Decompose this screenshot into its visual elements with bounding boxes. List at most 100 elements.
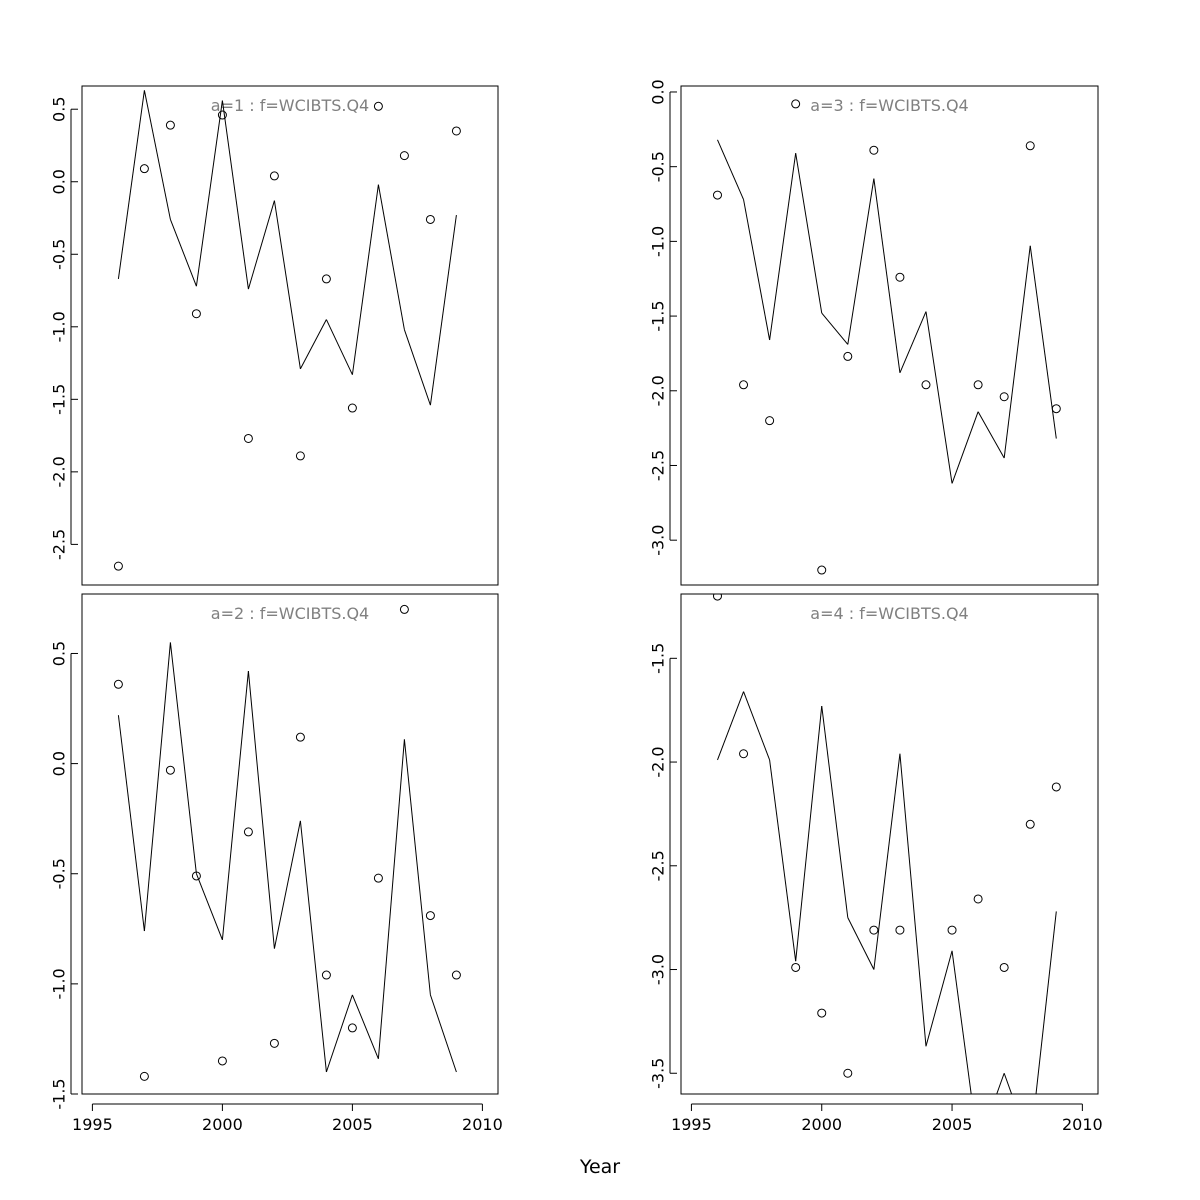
series-line-segment bbox=[847, 178, 875, 345]
panel-4: a=4 : f=WCIBTS.Q4 -1.5 -2.0 -2.5 -3.0 -3.5 199… bbox=[649, 593, 1103, 1134]
y-tick-label: -2.0 bbox=[649, 375, 668, 406]
series-line-segment bbox=[1035, 911, 1057, 1094]
series-line-segment bbox=[1029, 245, 1057, 439]
y-tick-label: -1.0 bbox=[50, 311, 69, 342]
data-point bbox=[895, 272, 905, 282]
data-point bbox=[817, 565, 827, 575]
data-point bbox=[712, 190, 722, 200]
plot-area bbox=[712, 99, 1061, 575]
series-line-segment bbox=[743, 691, 771, 761]
x-tick-label: 2000 bbox=[801, 1115, 842, 1134]
x-tick-label: 2010 bbox=[1062, 1115, 1103, 1134]
data-point bbox=[347, 403, 357, 413]
x-tick-label: 2005 bbox=[332, 1115, 373, 1134]
data-point bbox=[1051, 404, 1061, 414]
series-line-segment bbox=[977, 411, 1005, 459]
data-point bbox=[999, 962, 1009, 972]
series-line-segment bbox=[403, 739, 431, 995]
y-tick-label: -1.5 bbox=[50, 384, 69, 415]
y-tick-label: -3.5 bbox=[649, 1058, 668, 1089]
x-tick-label: 1995 bbox=[72, 1115, 113, 1134]
series-line-segment bbox=[925, 950, 953, 1047]
series-line-segment bbox=[325, 994, 353, 1073]
y-tick-label: 0.5 bbox=[50, 641, 69, 666]
series-line-segment bbox=[195, 100, 223, 287]
series-line-segment bbox=[769, 153, 797, 341]
data-point bbox=[113, 561, 123, 571]
plot-frame bbox=[81, 593, 499, 1095]
series-line-segment bbox=[195, 873, 223, 940]
y-tick-label: -3.0 bbox=[649, 525, 668, 556]
series-line-segment bbox=[429, 994, 457, 1073]
y-tick-label: -2.0 bbox=[50, 456, 69, 487]
series-line-segment bbox=[247, 200, 275, 290]
y-tick-label: -3.0 bbox=[649, 954, 668, 985]
data-point bbox=[295, 732, 305, 742]
series-line-segment bbox=[873, 753, 901, 970]
series-line-segment bbox=[377, 184, 405, 330]
series-line-segment bbox=[403, 329, 431, 406]
data-point bbox=[843, 1068, 853, 1078]
data-point bbox=[191, 871, 201, 881]
x-axis-label: Year bbox=[579, 1156, 620, 1178]
data-point bbox=[425, 214, 435, 224]
series-line-segment bbox=[925, 311, 953, 484]
data-point bbox=[895, 925, 905, 935]
series-line-segment bbox=[769, 759, 797, 962]
data-point bbox=[243, 827, 253, 837]
y-tick-label: -1.0 bbox=[50, 968, 69, 999]
data-point bbox=[765, 416, 775, 426]
data-point bbox=[217, 110, 227, 120]
data-point bbox=[139, 164, 149, 174]
data-point bbox=[191, 309, 201, 319]
series-line-segment bbox=[899, 753, 927, 1047]
data-point bbox=[373, 873, 383, 883]
data-point bbox=[869, 145, 879, 155]
data-point bbox=[791, 962, 801, 972]
y-tick-label: -2.0 bbox=[649, 746, 668, 777]
data-point bbox=[921, 380, 931, 390]
panel-title: a=2 : f=WCIBTS.Q4 bbox=[211, 604, 369, 623]
data-point bbox=[399, 604, 409, 614]
y-tick-label: 0.0 bbox=[50, 169, 69, 194]
data-point bbox=[165, 120, 175, 130]
data-point bbox=[869, 925, 879, 935]
series-line-segment bbox=[1003, 1073, 1013, 1094]
data-point bbox=[947, 925, 957, 935]
data-point bbox=[973, 380, 983, 390]
y-tick-label: -2.5 bbox=[649, 850, 668, 881]
x-tick-label: 1995 bbox=[671, 1115, 712, 1134]
data-point bbox=[113, 679, 123, 689]
series-line-segment bbox=[169, 642, 197, 874]
series-line-segment bbox=[899, 311, 927, 374]
plot-area bbox=[712, 594, 1061, 1094]
data-point bbox=[321, 274, 331, 284]
series-line-segment bbox=[951, 411, 979, 484]
series-line-segment bbox=[429, 215, 457, 406]
y-tick-label: -0.5 bbox=[50, 239, 69, 270]
series-line-segment bbox=[221, 671, 249, 940]
series-line-segment bbox=[273, 820, 301, 949]
series-line-segment bbox=[247, 671, 275, 949]
data-point bbox=[451, 126, 461, 136]
data-point bbox=[451, 970, 461, 980]
series-line-segment bbox=[299, 820, 327, 1073]
data-point bbox=[973, 894, 983, 904]
y-tick-label: 0.0 bbox=[50, 751, 69, 776]
x-tick-label: 2010 bbox=[462, 1115, 503, 1134]
y-tick-label: -2.5 bbox=[649, 450, 668, 481]
series-line-segment bbox=[221, 100, 249, 290]
series-line-segment bbox=[117, 90, 145, 279]
data-point bbox=[269, 171, 279, 181]
data-point bbox=[399, 151, 409, 161]
data-point bbox=[817, 1008, 827, 1018]
panel-1: a=1 : f=WCIBTS.Q4 0.5 0.0 -0.5 -1.0 -1.5 -2.0 -… bbox=[50, 85, 499, 586]
series-line-segment bbox=[351, 994, 379, 1059]
panel-title: a=4 : f=WCIBTS.Q4 bbox=[810, 604, 968, 623]
series-line-segment bbox=[717, 691, 745, 761]
series-line-segment bbox=[847, 917, 875, 970]
series-line-segment bbox=[325, 319, 353, 375]
data-point bbox=[217, 1056, 227, 1066]
series-line-segment bbox=[117, 715, 145, 932]
